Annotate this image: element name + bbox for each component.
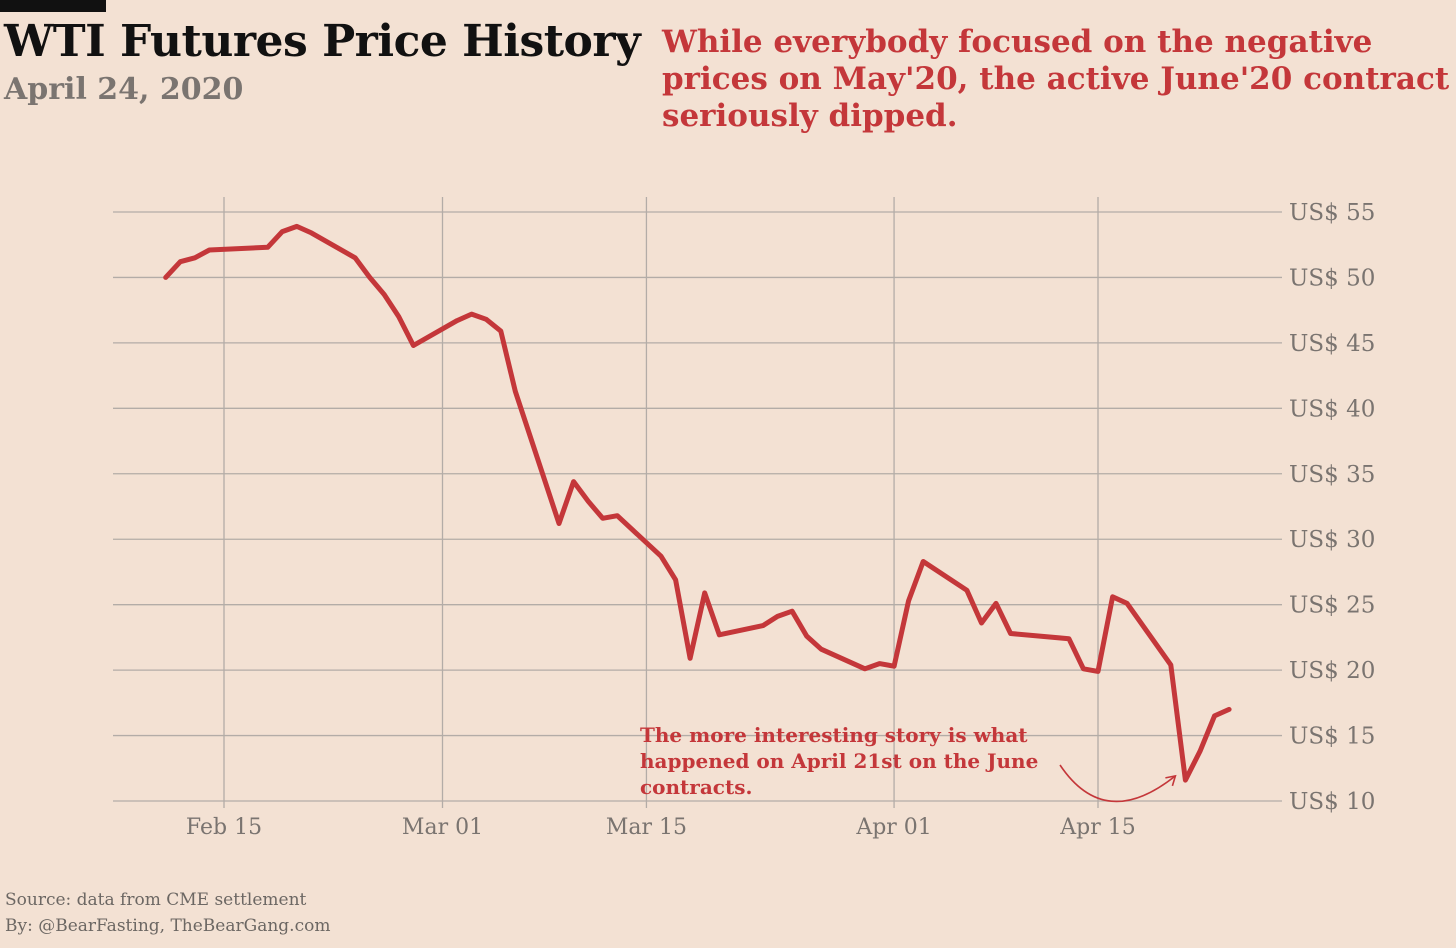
- x-tick-label: Mar 01: [402, 815, 483, 840]
- y-tick-label: US$ 15: [1289, 724, 1375, 750]
- annotation-arrowhead: [1165, 774, 1177, 787]
- y-tick-label: US$ 45: [1289, 331, 1375, 357]
- y-tick-label: US$ 30: [1289, 527, 1375, 553]
- annotation-text: The more interesting story is what happen…: [640, 723, 1038, 799]
- y-tick-label: US$ 50: [1289, 265, 1375, 291]
- byline: By: @BearFasting, TheBearGang.com: [5, 916, 331, 936]
- top-accent-bar: [0, 0, 106, 12]
- series-layer: [163, 223, 1232, 783]
- chart-subtitle: April 24, 2020: [4, 72, 244, 107]
- y-tick-labels: US$ 10 US$ 15 US$ 20 US$ 25 US$ 30 US$ 35 US$ …: [1289, 200, 1375, 815]
- x-tick-label: Mar 15: [606, 815, 687, 840]
- y-tick-label: US$ 20: [1289, 658, 1375, 684]
- y-tick-label: US$ 25: [1289, 593, 1375, 619]
- x-tick-label: Apr 01: [855, 815, 931, 840]
- headline-annotation: While everybody focused on the negative …: [662, 24, 1450, 134]
- x-tick-labels: Feb 15 Mar 01 Mar 15 Apr 01 Apr 15: [186, 815, 1136, 840]
- annotation-layer: The more interesting story is what happen…: [640, 723, 1177, 803]
- annotation-line: happened on April 21st on the June: [640, 749, 1038, 773]
- annotation-arrow: [1059, 764, 1176, 803]
- x-tick-label: Feb 15: [186, 815, 262, 840]
- y-tick-label: US$ 35: [1289, 462, 1375, 488]
- y-tick-label: US$ 55: [1289, 200, 1375, 226]
- x-tick-label: Apr 15: [1059, 815, 1135, 840]
- source-note: Source: data from CME settlement: [5, 890, 307, 910]
- y-tick-label: US$ 10: [1289, 789, 1375, 815]
- grid-layer: [113, 197, 1282, 808]
- series-line: [163, 223, 1232, 783]
- y-tick-label: US$ 40: [1289, 396, 1375, 422]
- annotation-line: contracts.: [640, 775, 752, 799]
- annotation-line: The more interesting story is what: [640, 723, 1028, 747]
- chart-title: WTI Futures Price History: [4, 16, 641, 67]
